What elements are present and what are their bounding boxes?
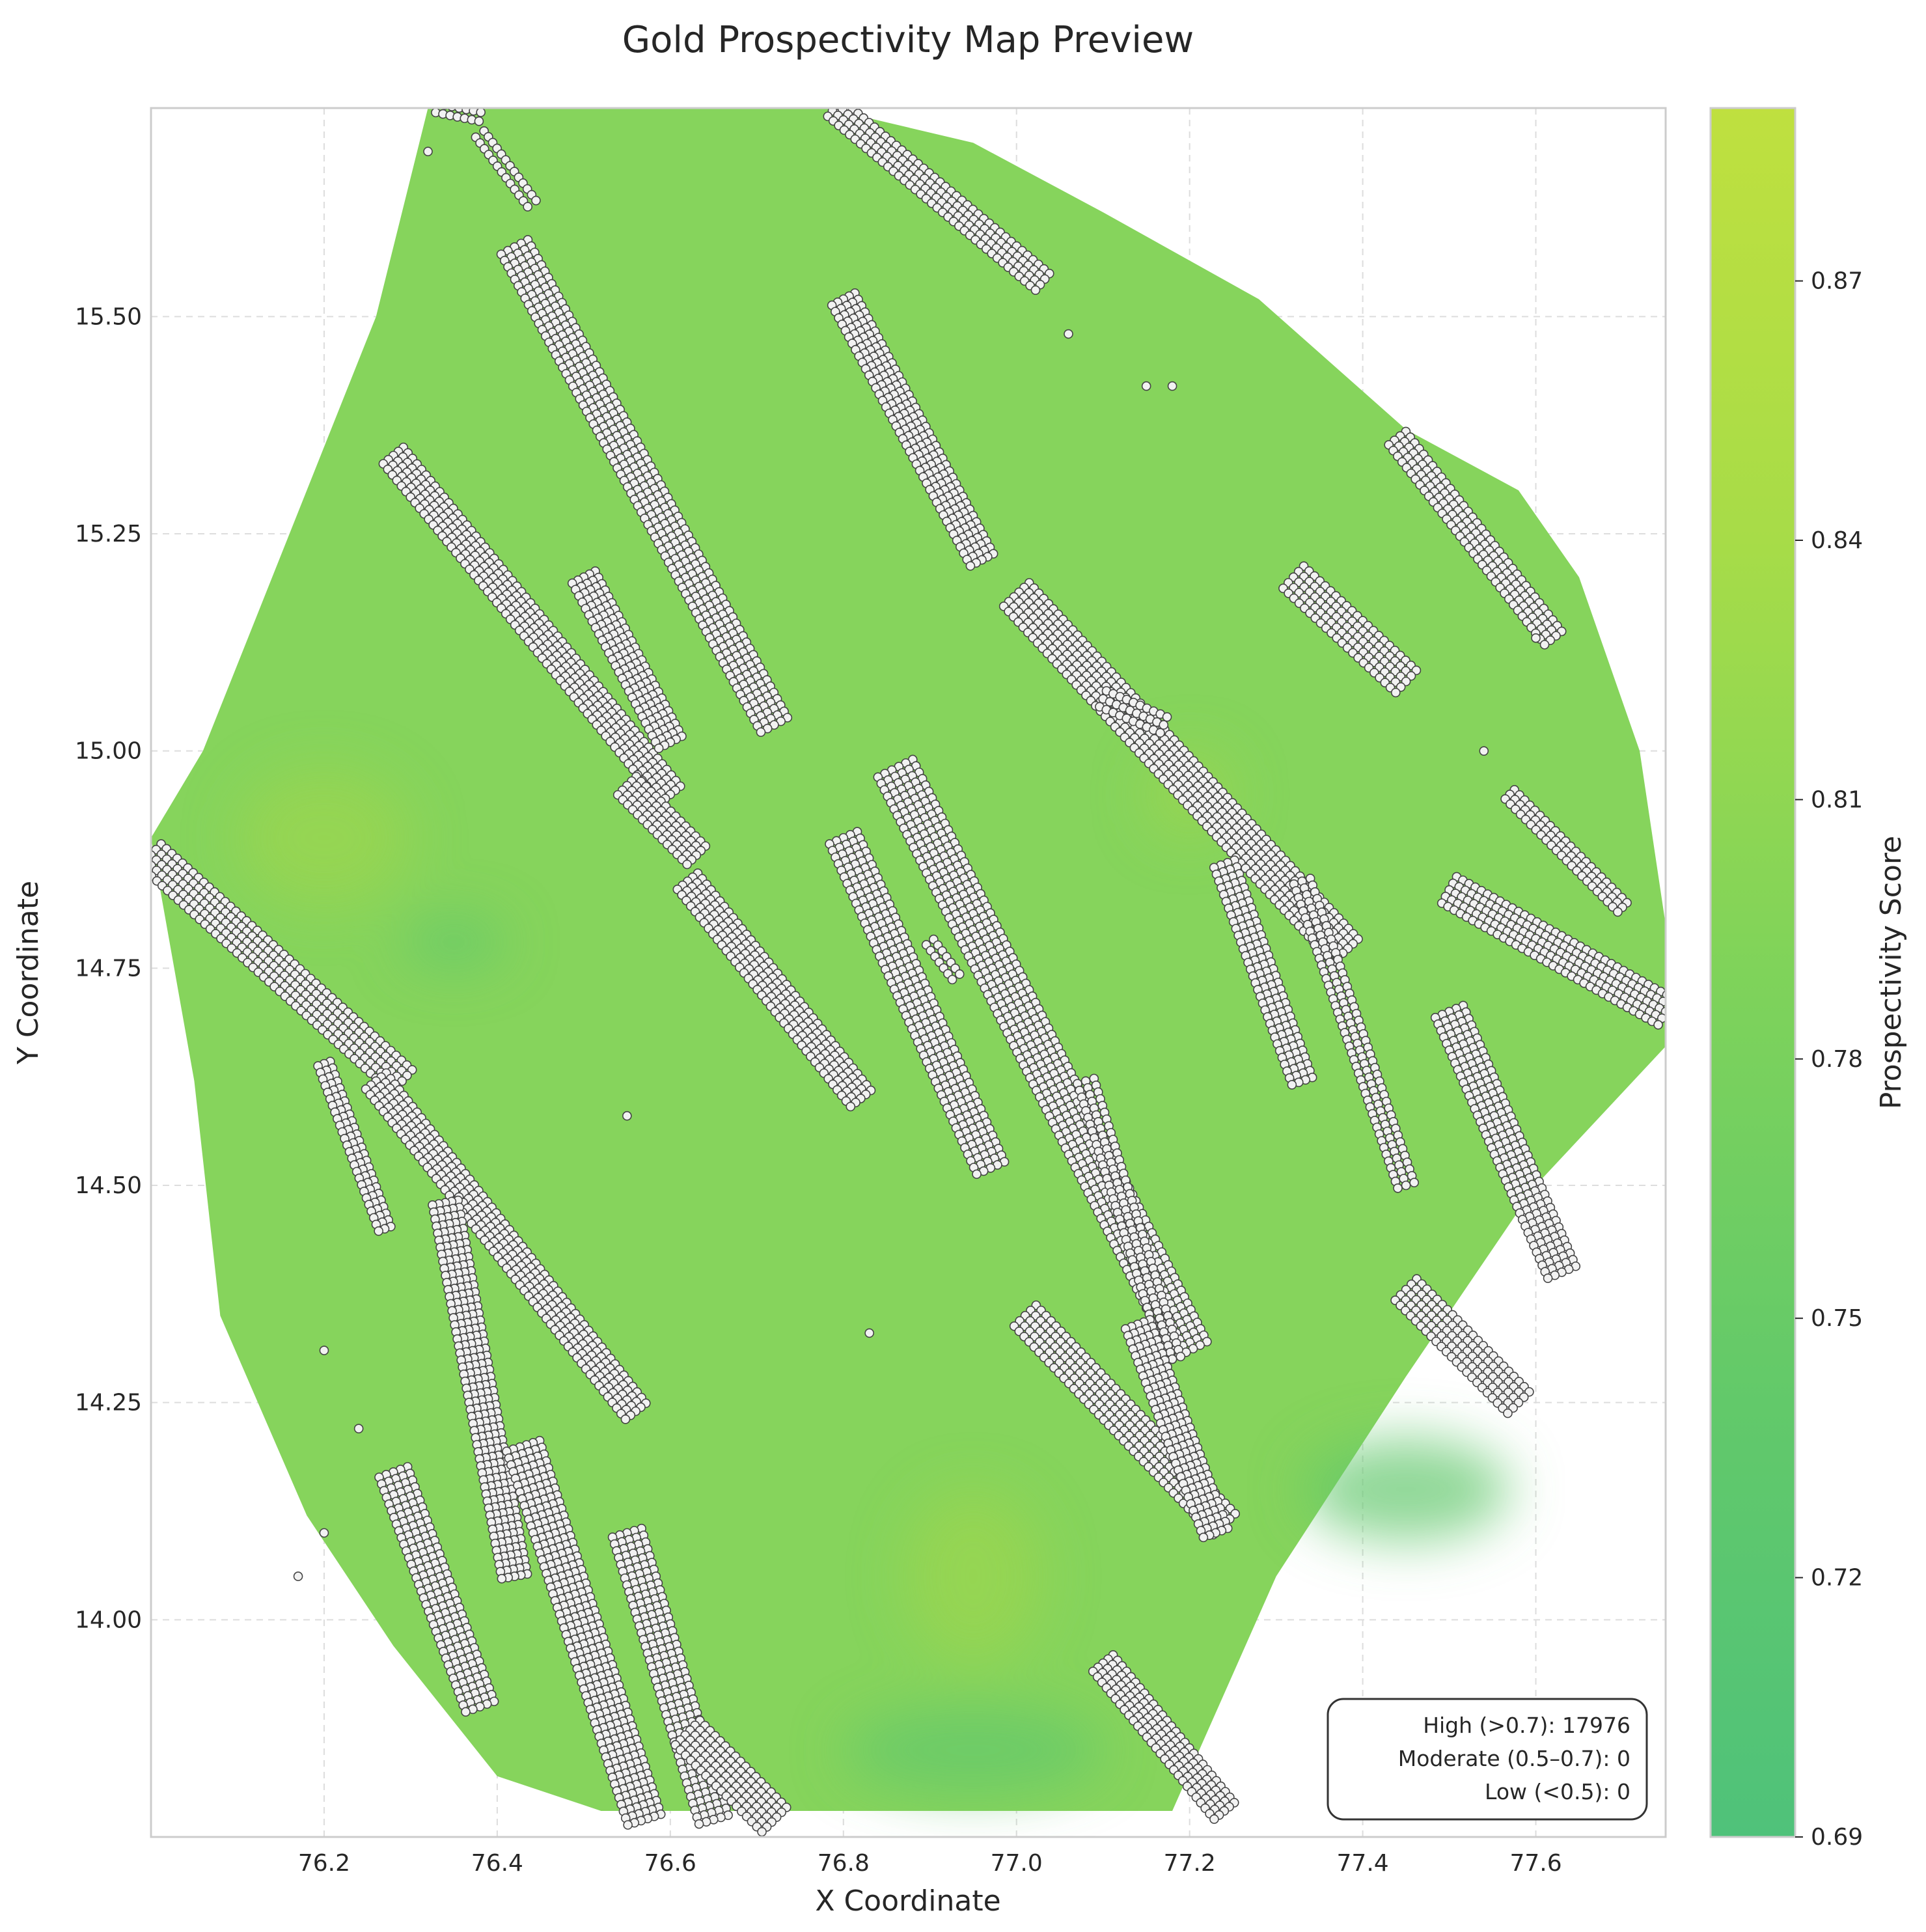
field-variation: [237, 751, 1510, 1794]
field-blob: [1302, 1437, 1510, 1542]
sample-point: [435, 108, 439, 109]
sample-point: [523, 202, 532, 212]
sample-point: [965, 561, 976, 571]
sample-point: [838, 96, 846, 104]
sample-point: [497, 1573, 507, 1584]
sample-point: [476, 108, 486, 117]
chart-title: Gold Prospectivity Map Preview: [622, 19, 1194, 61]
plot-area: [137, 96, 1666, 1837]
sample-point: [531, 195, 541, 206]
sample-point: [461, 1707, 471, 1717]
sample-point: [756, 727, 766, 738]
sample-point: [374, 1226, 383, 1236]
sample-points: [137, 96, 1666, 1837]
sample-point: [757, 1827, 767, 1837]
sample-point: [620, 1414, 631, 1424]
sample-point: [137, 862, 145, 871]
field-blob: [903, 1489, 1043, 1664]
sample-point: [1198, 1532, 1209, 1543]
sample-point: [846, 1101, 856, 1112]
sample-point: [682, 859, 692, 870]
sample-point: [653, 743, 664, 753]
sample-point: [694, 1819, 704, 1829]
sample-point: [623, 1820, 633, 1830]
field-blob: [843, 1706, 1103, 1794]
sample-point: [142, 857, 150, 865]
field-blob: [237, 768, 411, 907]
sample-point: [454, 108, 464, 113]
sample-point: [474, 116, 484, 126]
sample-point: [142, 867, 150, 876]
sample-point: [1176, 1351, 1186, 1362]
sample-point: [1030, 285, 1041, 295]
sample-point: [972, 1169, 982, 1180]
field-blob: [402, 916, 506, 969]
